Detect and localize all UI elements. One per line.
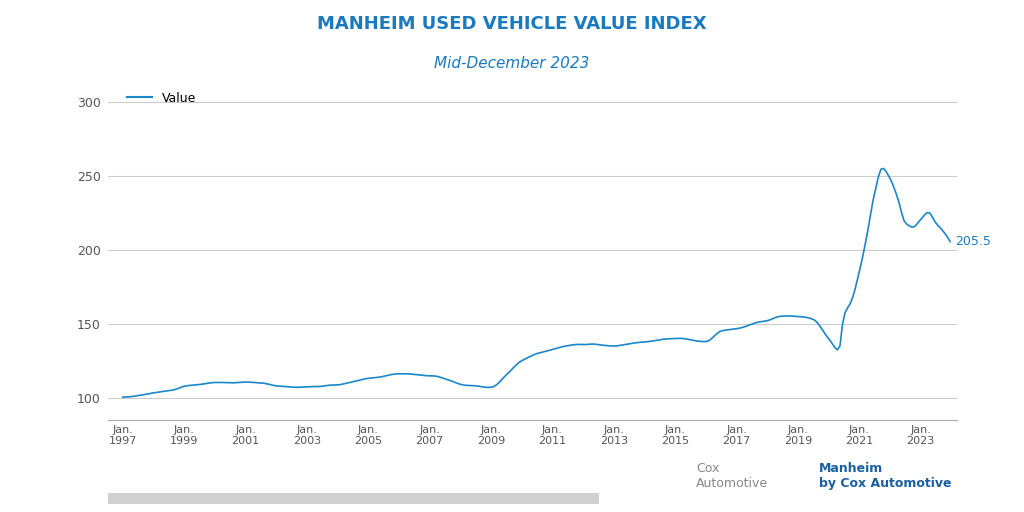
Text: 205.5: 205.5	[954, 235, 990, 248]
Legend: Value: Value	[122, 87, 202, 110]
Text: MANHEIM USED VEHICLE VALUE INDEX: MANHEIM USED VEHICLE VALUE INDEX	[317, 15, 707, 33]
Text: Mid-December 2023: Mid-December 2023	[434, 56, 590, 71]
Text: Cox
Automotive: Cox Automotive	[696, 462, 768, 490]
Text: Manheim
by Cox Automotive: Manheim by Cox Automotive	[819, 462, 951, 490]
